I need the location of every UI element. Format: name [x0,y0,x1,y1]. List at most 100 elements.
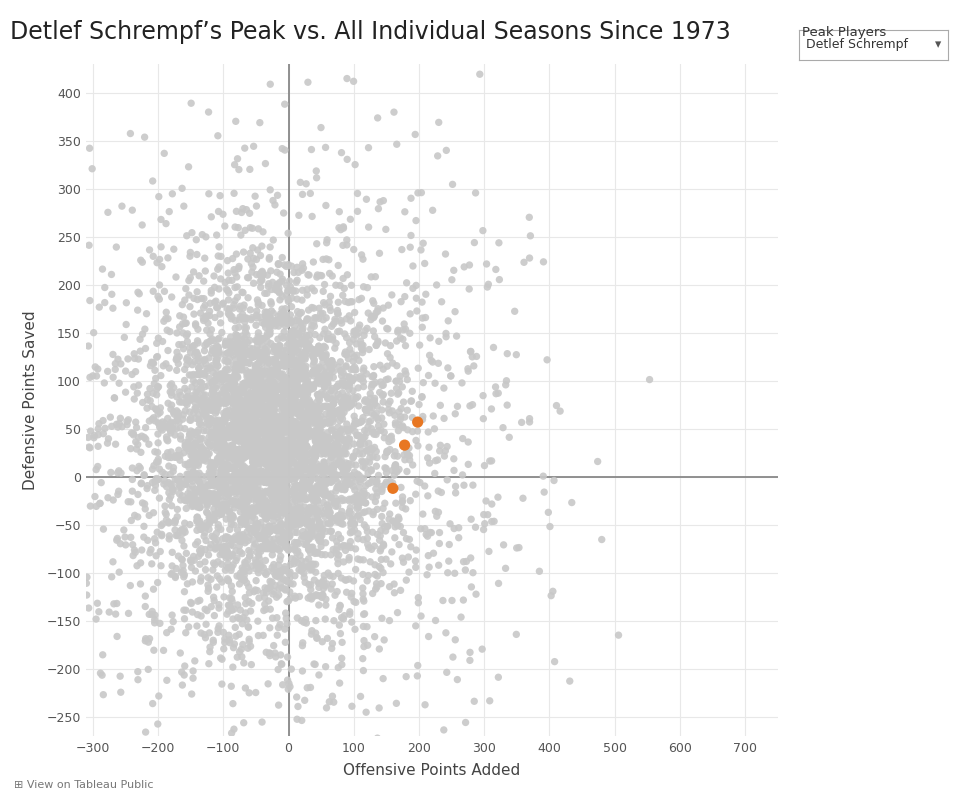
Point [371,419,386,432]
Point [232,302,248,315]
Point [346,419,361,432]
Point [275,658,290,670]
Point [286,558,301,570]
Point [245,442,260,455]
Point [259,502,275,515]
Point [278,518,294,531]
Point [299,369,314,382]
Point [242,550,257,562]
Point [369,478,384,490]
Point [288,418,303,431]
Point [307,445,323,458]
Point [341,432,356,445]
Point [257,342,273,355]
Point [332,599,348,612]
Point [364,381,379,394]
Point [353,435,369,448]
Point [259,586,275,598]
Point [359,620,374,633]
Point [169,326,184,339]
Point [386,483,401,496]
Point [165,615,180,628]
Point [307,521,323,534]
Point [397,206,413,218]
Point [109,597,125,610]
Point [280,387,296,400]
Point [219,381,234,394]
Point [288,592,303,605]
Point [256,318,272,330]
Point [233,514,249,527]
Point [316,474,331,487]
Point [253,423,269,436]
Point [226,511,241,524]
Point [188,492,204,505]
Point [271,392,286,405]
Point [316,340,331,353]
Point [260,507,276,520]
Point [229,466,245,478]
Point [318,350,333,362]
Point [303,524,319,537]
Point [271,565,286,578]
Point [189,501,204,514]
Point [265,432,280,445]
Point [446,522,462,535]
Point [246,457,261,470]
Point [317,486,332,498]
Point [313,307,328,320]
Point [229,523,245,536]
Point [335,398,350,410]
Point [216,414,231,427]
Point [211,598,227,611]
Point [330,510,346,522]
Point [210,522,226,534]
Point [334,511,349,524]
Point [157,474,173,487]
Point [323,290,338,302]
Point [295,258,310,270]
Point [283,345,299,358]
Point [432,526,447,539]
Point [348,458,364,471]
Point [146,250,161,262]
Point [285,578,300,590]
Point [113,686,129,698]
Point [228,334,243,347]
Point [83,371,98,384]
Point [228,485,243,498]
Point [219,501,234,514]
Point [255,490,271,502]
Point [280,438,296,451]
Point [287,366,302,378]
Point [239,347,254,360]
Point [308,462,324,474]
Point [156,644,171,657]
Point [270,435,285,448]
Point [221,294,236,306]
Point [277,636,293,649]
Point [415,312,430,325]
Point [229,650,245,663]
Point [241,485,256,498]
Point [309,422,324,434]
Point [546,474,562,487]
Point [290,360,305,373]
Point [219,546,234,559]
Point [300,502,316,515]
Point [461,365,476,378]
Point [266,234,281,246]
Point [385,405,400,418]
Point [268,537,283,550]
Point [276,466,291,479]
Point [257,469,273,482]
Point [219,388,234,401]
Point [189,468,204,481]
Point [370,474,385,487]
Point [422,526,438,539]
Point [177,604,192,617]
Point [196,477,211,490]
Point [260,432,276,445]
Point [222,382,237,394]
Point [188,386,204,398]
